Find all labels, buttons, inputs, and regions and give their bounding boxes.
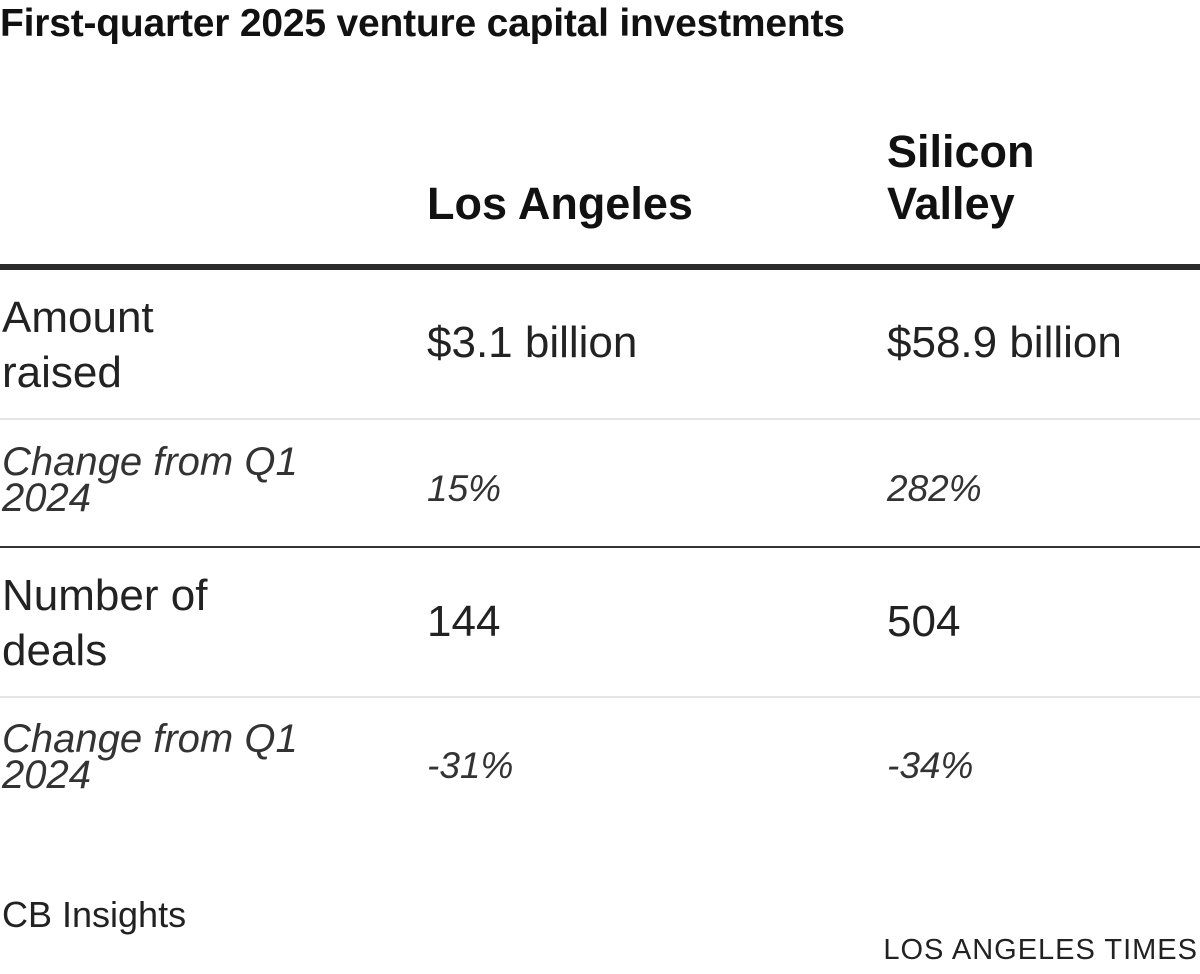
cell-deals-silicon-valley: 504 <box>887 597 961 646</box>
row-label-deals-change: Change from Q1 2024 <box>2 717 298 797</box>
row-label-amount-raised: Amount raised <box>2 293 154 397</box>
cell-amount-raised-los-angeles: $3.1 billion <box>427 318 638 367</box>
row-divider <box>0 418 1200 420</box>
cell-amount-change-los-angeles: 15% <box>427 468 502 509</box>
cell-deals-los-angeles: 144 <box>427 597 501 646</box>
row-divider <box>0 696 1200 698</box>
header-divider <box>0 264 1200 270</box>
publisher-credit: LOS ANGELES TIMES <box>883 934 1198 966</box>
section-divider <box>0 546 1200 548</box>
cell-deals-change-silicon-valley: -34% <box>887 745 974 786</box>
cell-deals-change-los-angeles: -31% <box>427 745 514 786</box>
column-header-silicon-valley: Silicon Valley <box>887 126 1035 229</box>
cell-amount-raised-silicon-valley: $58.9 billion <box>887 318 1122 367</box>
column-header-los-angeles: Los Angeles <box>427 178 693 229</box>
cell-amount-change-silicon-valley: 282% <box>887 468 982 509</box>
source-note: CB Insights <box>2 894 187 935</box>
row-label-number-of-deals: Number of deals <box>2 571 208 675</box>
chart-title: First-quarter 2025 venture capital inves… <box>0 2 845 45</box>
row-label-amount-change: Change from Q1 2024 <box>2 440 298 520</box>
